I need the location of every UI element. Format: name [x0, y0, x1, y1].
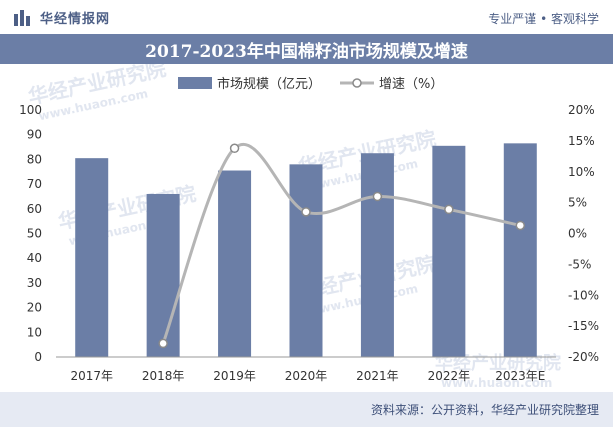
- y-right-tick-label: -15%: [568, 319, 599, 333]
- legend: 市场规模（亿元） 增速（%）: [178, 76, 443, 92]
- bar: [218, 170, 252, 357]
- legend-line-marker: [352, 78, 362, 88]
- growth-point: [515, 220, 526, 231]
- y-left-tick-label: 80: [27, 152, 42, 166]
- legend-line-label: 增速（%）: [379, 77, 443, 92]
- legend-bar-swatch: [178, 77, 212, 89]
- brand-name: 华经情报网: [40, 12, 111, 27]
- y-right-tick-label: -5%: [568, 257, 591, 271]
- x-tick-label: 2018年: [142, 369, 185, 383]
- source-text: 资料来源：公开资料，华经产业研究院整理: [370, 403, 599, 417]
- brand-logo-icon: [14, 9, 30, 26]
- y-left-tick-label: 50: [27, 227, 42, 241]
- watermark-url: www.huaon.com: [441, 376, 552, 390]
- y-left-tick-label: 40: [27, 251, 42, 265]
- y-left-tick-label: 70: [27, 177, 42, 191]
- y-right-tick-label: 5%: [568, 196, 587, 210]
- legend-bar-label: 市场规模（亿元）: [217, 76, 321, 92]
- x-tick-label: 2022年: [428, 369, 471, 383]
- x-tick-label: 2017年: [70, 369, 113, 383]
- y-left-tick-label: 0: [34, 350, 42, 364]
- y-left-tick-label: 20: [27, 301, 42, 315]
- growth-point: [301, 207, 311, 217]
- tagline: 专业严谨 • 客观科学: [488, 12, 599, 26]
- growth-point: [444, 204, 454, 215]
- x-tick-label: 2019年: [213, 369, 256, 383]
- bar: [360, 153, 394, 357]
- top-bar: 华经情报网 专业严谨 • 客观科学: [0, 0, 613, 34]
- growth-point: [158, 338, 168, 349]
- y-left-tick-label: 100: [19, 103, 42, 117]
- growth-point: [229, 143, 240, 154]
- x-tick-label: 2020年: [285, 369, 328, 383]
- chart-title: 2017-2023年中国棉籽油市场规模及增速: [145, 41, 468, 62]
- bar: [503, 143, 537, 357]
- x-tick-label: 2021年: [356, 369, 399, 383]
- bar: [432, 145, 466, 357]
- bar: [289, 164, 323, 357]
- y-right-tick-label: 15%: [568, 134, 595, 148]
- bar: [75, 158, 109, 357]
- title-band: 2017-2023年中国棉籽油市场规模及增速: [0, 34, 613, 64]
- y-left-tick-label: 90: [27, 128, 42, 142]
- y-right-tick-label: -10%: [568, 288, 599, 302]
- footer: 资料来源：公开资料，华经产业研究院整理: [0, 392, 613, 427]
- y-left-tick-label: 30: [27, 276, 42, 290]
- y-right-tick-label: -20%: [568, 350, 599, 364]
- brand: 华经情报网: [14, 8, 110, 27]
- y-right-tick-label: 20%: [568, 103, 595, 117]
- growth-point: [372, 191, 383, 202]
- y-right-tick-label: 10%: [568, 165, 595, 179]
- x-tick-label: 2023年E: [495, 369, 545, 383]
- chart: 华经产业研究院www.huaon.com华经产业研究院www.huaon.com…: [19, 64, 599, 390]
- y-right-tick-label: 0%: [568, 227, 587, 241]
- bar: [146, 193, 180, 357]
- y-left-tick-label: 60: [27, 202, 42, 216]
- y-left-tick-label: 10: [27, 325, 42, 339]
